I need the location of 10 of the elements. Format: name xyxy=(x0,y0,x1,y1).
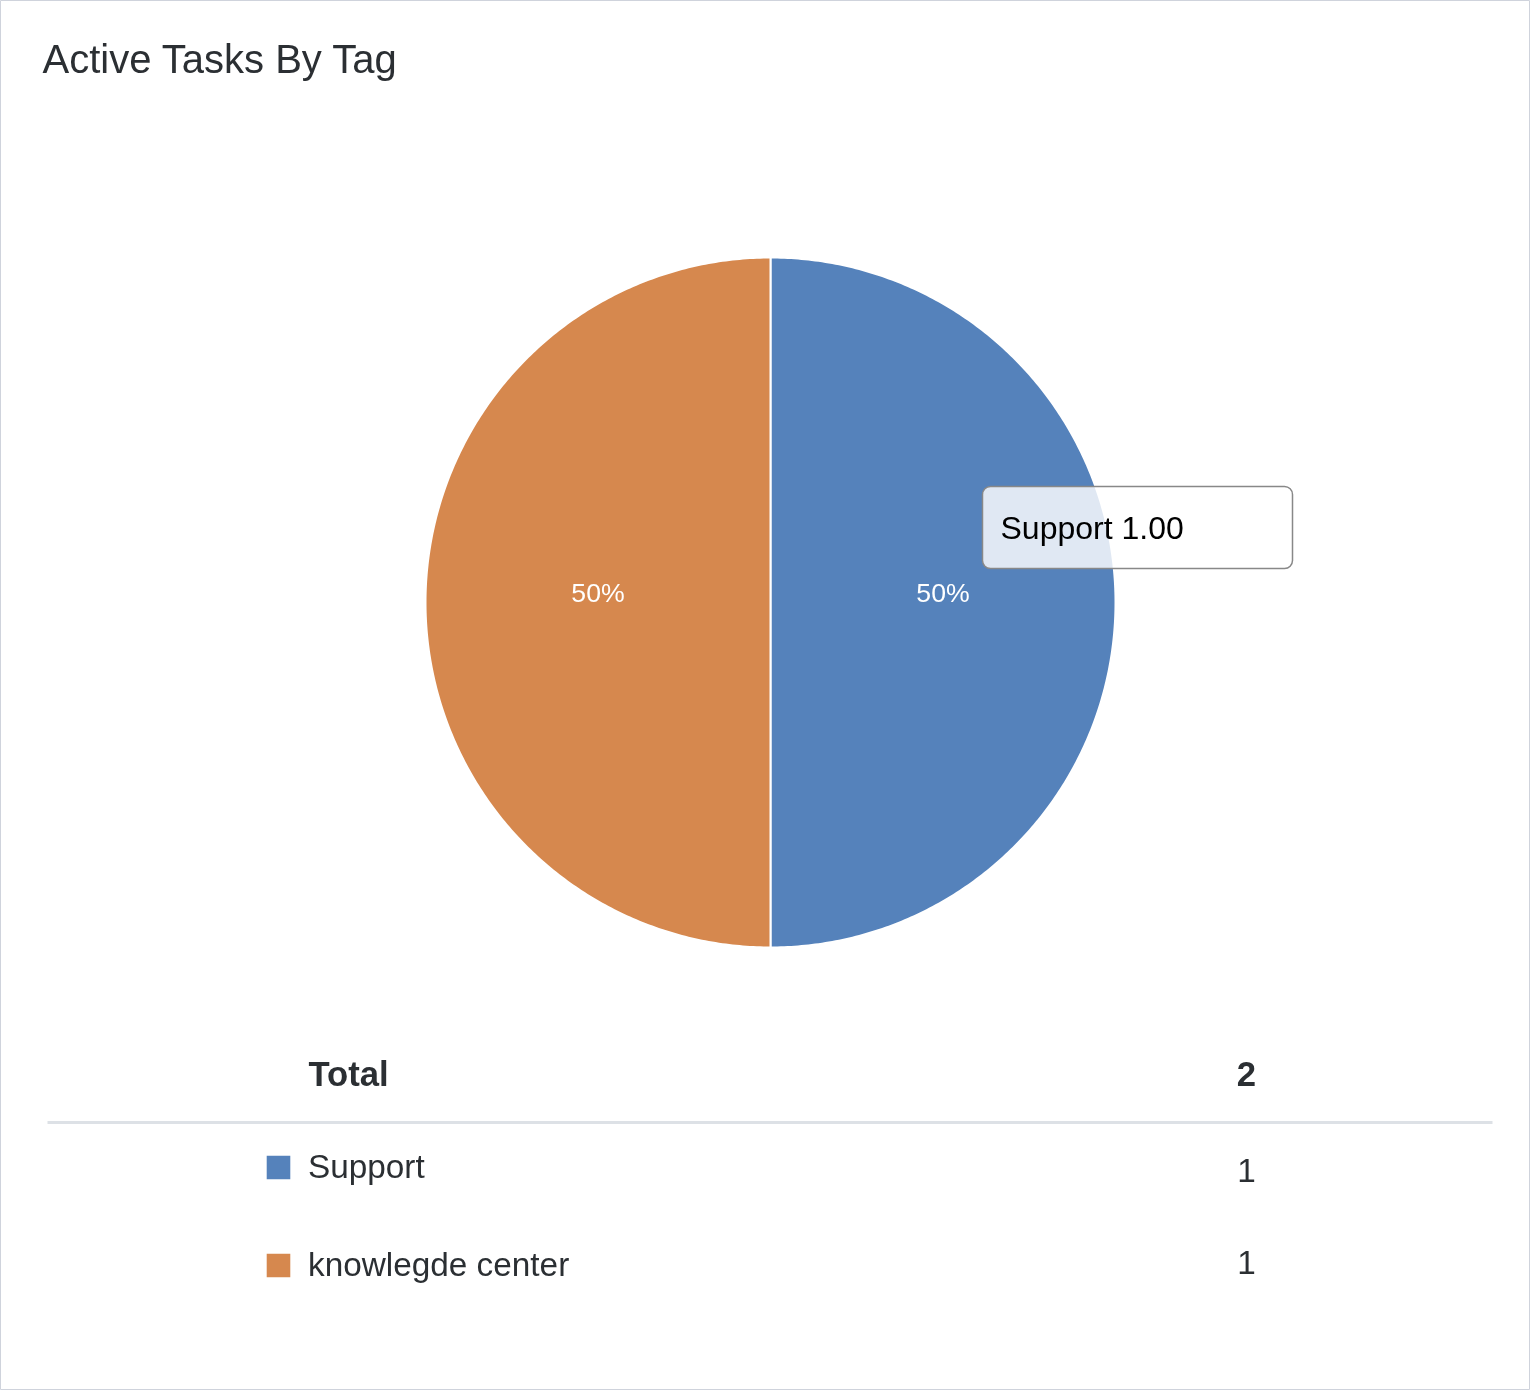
chart-title: Active Tasks By Tag xyxy=(42,36,397,81)
legend-label: Support xyxy=(308,1148,425,1186)
text: 2 xyxy=(1236,1054,1257,1093)
text: Support 1.00 xyxy=(1000,509,1184,546)
data-label: 50% xyxy=(916,577,970,608)
data-label: 50% xyxy=(571,577,625,608)
text: 1 xyxy=(1237,1244,1256,1281)
legend-label: knowlegde center xyxy=(308,1246,570,1284)
text: Total xyxy=(308,1054,389,1093)
text: 1 xyxy=(1237,1152,1256,1189)
